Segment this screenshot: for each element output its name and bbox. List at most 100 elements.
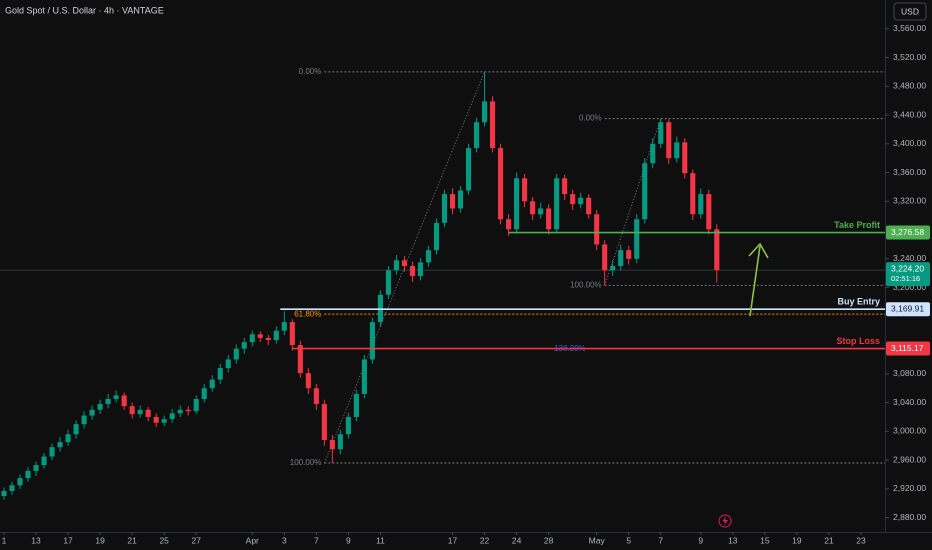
candle-body [113,395,119,399]
candle-body [121,395,127,407]
candle-body [562,178,568,195]
x-tick-label: 13 [31,535,41,545]
candle-body [554,178,560,230]
candle-body [345,416,351,435]
level-name: Buy Entry [837,297,880,307]
fib-label: 100.00% [570,281,602,290]
candle-body [618,250,624,266]
candle-body [65,434,71,443]
x-tick-label: 5 [626,535,631,545]
candle-body [361,359,367,394]
candle-body [209,379,215,389]
x-tick-label: 3 [282,535,287,545]
candle-body [626,250,632,259]
candle-body [185,409,191,412]
candle-body [642,163,648,220]
level-price-box [886,225,930,240]
level-price-box [886,341,930,356]
x-tick-label: Apr [246,535,259,545]
candle-body [297,345,303,374]
candle-body [81,415,87,425]
candle-body [201,388,207,399]
y-tick-label: 3,440.00 [893,109,926,119]
candle-body [698,194,704,215]
x-tick-label: 24 [512,535,522,545]
candle-body [177,409,183,414]
y-tick-label: 3,400.00 [893,138,926,148]
candle-body [666,122,672,159]
currency-label[interactable]: USD [901,6,919,16]
level-name: Stop Loss [836,336,880,346]
y-tick-label: 2,880.00 [893,512,926,522]
candle-body [385,270,392,295]
candle-body [498,148,504,220]
countdown-label: 02:51:16 [891,274,920,283]
fib-label: 0.00% [579,114,602,123]
candle-body [41,456,47,466]
candle-body [506,219,512,230]
fib-label: 0.00% [299,67,322,76]
candle-body [289,322,295,346]
y-tick-label: 3,320.00 [893,196,926,206]
candle-body [25,470,31,479]
candle-body [313,388,319,405]
arrow [748,242,769,317]
x-tick-label: 27 [191,535,201,545]
candle-body [457,190,464,209]
candle-body [682,142,688,174]
candle-body [9,485,15,492]
level-price-box [886,302,930,317]
candle-body [161,419,167,423]
candle-body [546,208,552,230]
candle-body [481,101,488,123]
candle-body [674,142,680,159]
y-tick-label: 3,200.00 [893,282,926,292]
candle-body [129,406,135,415]
candle-body [153,416,159,423]
x-tick-label: 13 [728,535,738,545]
x-tick-label: 21 [127,535,137,545]
candle-body [594,214,600,245]
replay-icon[interactable] [718,514,732,528]
candle-body [281,322,287,331]
candle-body [57,442,63,448]
y-tick-label: 3,520.00 [893,52,926,62]
currency-button[interactable] [893,2,927,21]
icon-ring[interactable] [718,514,732,528]
candle-body [409,266,416,277]
candle-body [441,194,448,223]
candle-body [714,229,720,271]
candle-body [433,222,440,251]
candle-body [449,194,456,209]
candle-body [353,393,359,417]
x-tick-label: 19 [95,535,105,545]
candle-body [193,399,199,412]
y-tick-label: 3,480.00 [893,81,926,91]
x-tick-label: 21 [824,535,834,545]
y-tick-label: 3,000.00 [893,426,926,436]
x-tick-label: 11 [376,535,385,545]
candle-body [658,122,664,144]
candle-body [273,330,279,341]
x-tick-label: May [589,535,606,545]
candle-body [89,409,95,416]
level-price-label: 3,169.91 [891,303,924,313]
candle-body [465,148,472,191]
y-tick-label: 3,560.00 [893,23,926,33]
candle-body [217,368,223,380]
candle-body [73,424,79,435]
plot-area: 0.00%61.80%100.00%138.20%0.00%100.00%Tak… [0,67,885,500]
candle-body [97,404,103,410]
y-tick-label: 3,080.00 [893,368,926,378]
candle-body [369,322,375,360]
candle-body [225,359,231,369]
candle-body [241,342,247,349]
icon-bolt[interactable] [722,516,729,526]
y-tick-label: 2,960.00 [893,454,926,464]
candle-body [249,334,255,343]
candle-body [538,208,544,215]
candle-body [417,262,424,277]
y-tick-label: 3,360.00 [893,167,926,177]
